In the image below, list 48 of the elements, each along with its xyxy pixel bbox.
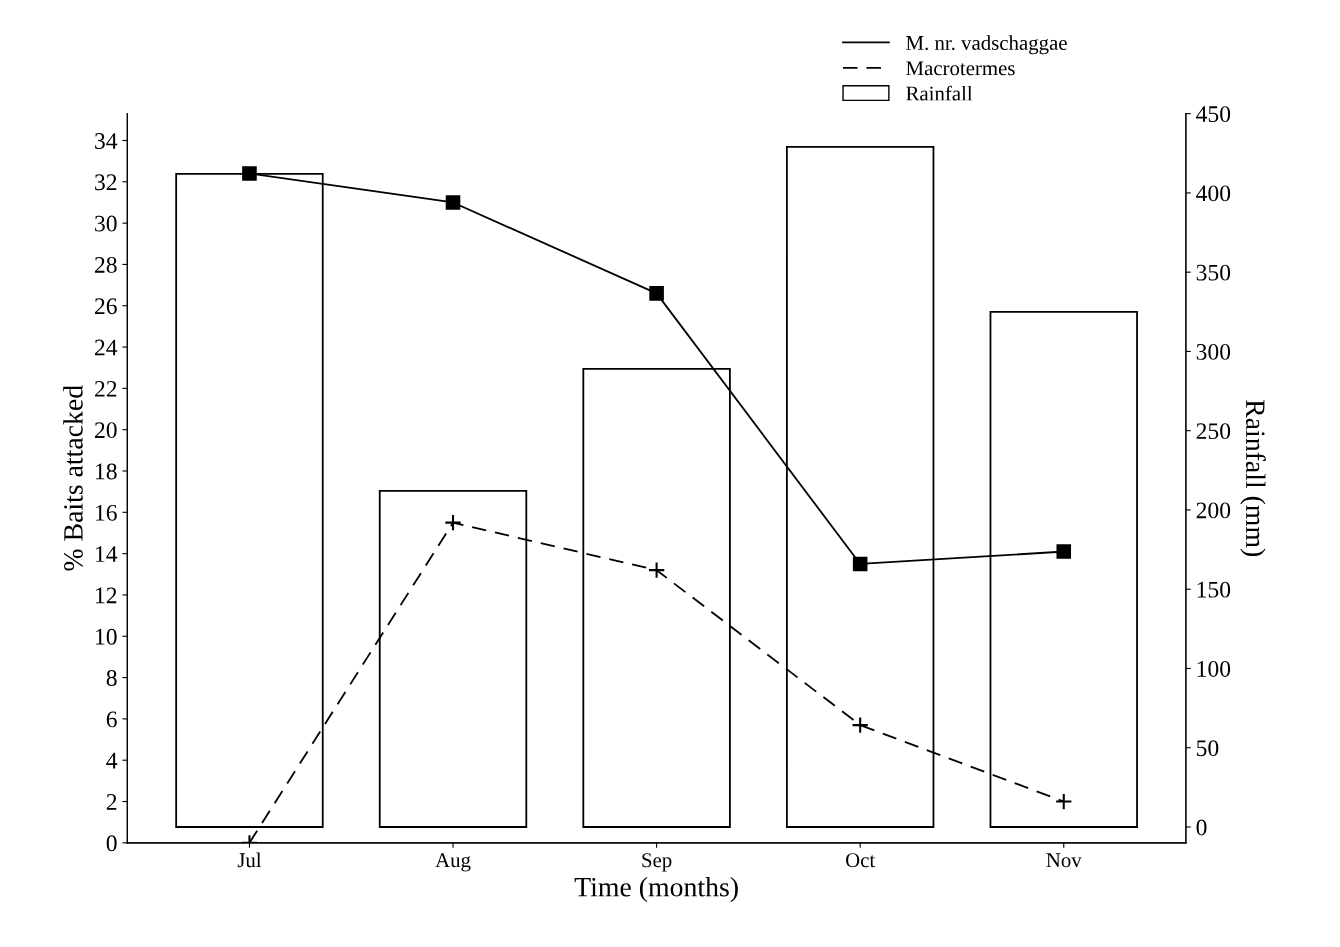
y2-tick-label: 50 [1196, 740, 1219, 757]
x-tick-label: Jul [237, 852, 262, 868]
x-tick-label: Aug [435, 853, 471, 872]
x-axis-title: Time (months) [574, 877, 738, 903]
x-tick-label: Sep [642, 853, 672, 872]
y2-tick-label: 250 [1196, 423, 1231, 440]
y-tick-label: 14 [96, 546, 118, 562]
y-tick-label: 34 [95, 133, 118, 149]
y2-axis-title: Rainfall (mm) [1240, 399, 1266, 557]
x-tick-label: Oct [845, 853, 876, 868]
y-tick-label: 2 [106, 794, 117, 810]
y2-tick-label: 200 [1196, 502, 1231, 519]
y-tick-label: 28 [95, 256, 117, 273]
y-tick-label: 12 [96, 587, 117, 604]
y-tick-label: 24 [95, 339, 118, 356]
y2-tick-label: 300 [1196, 343, 1231, 360]
y2-tick-label: 350 [1196, 264, 1231, 281]
point [1055, 792, 1073, 811]
y-tick-label: 16 [96, 504, 117, 521]
y-tick-label: 0 [106, 835, 117, 852]
point [444, 513, 462, 532]
legend-label: Macrotermes [906, 61, 1015, 76]
y-tick-label: 26 [95, 298, 117, 315]
y-tick-label: 20 [95, 422, 117, 439]
y-tick-label: 10 [96, 628, 117, 645]
y-tick-label: 22 [95, 380, 117, 397]
y-tick-label: 4 [106, 752, 118, 769]
point [242, 166, 257, 181]
point [647, 561, 666, 579]
y-tick-label: 30 [95, 215, 117, 232]
y2-tick-label: 150 [1197, 581, 1231, 598]
point [445, 195, 461, 210]
y2-tick-label: 100 [1197, 660, 1231, 677]
y-tick-label: 6 [106, 711, 117, 728]
y-tick-label: 32 [95, 174, 117, 191]
y-tick-label: 18 [96, 463, 117, 480]
point [1056, 544, 1072, 559]
y-axis-title: % Baits attacked [63, 385, 83, 571]
x-tick-label: Nov [1046, 853, 1082, 868]
point [852, 556, 868, 572]
y2-tick-label: 0 [1196, 819, 1207, 836]
y-tick-label: 8 [106, 670, 117, 686]
y2-tick-label: 400 [1196, 185, 1231, 202]
point [649, 286, 664, 301]
legend-label: Rainfall [906, 85, 973, 101]
legend-label: M. nr. vadschaggae [906, 35, 1067, 55]
y2-tick-label: 450 [1196, 106, 1231, 123]
point [851, 716, 869, 734]
